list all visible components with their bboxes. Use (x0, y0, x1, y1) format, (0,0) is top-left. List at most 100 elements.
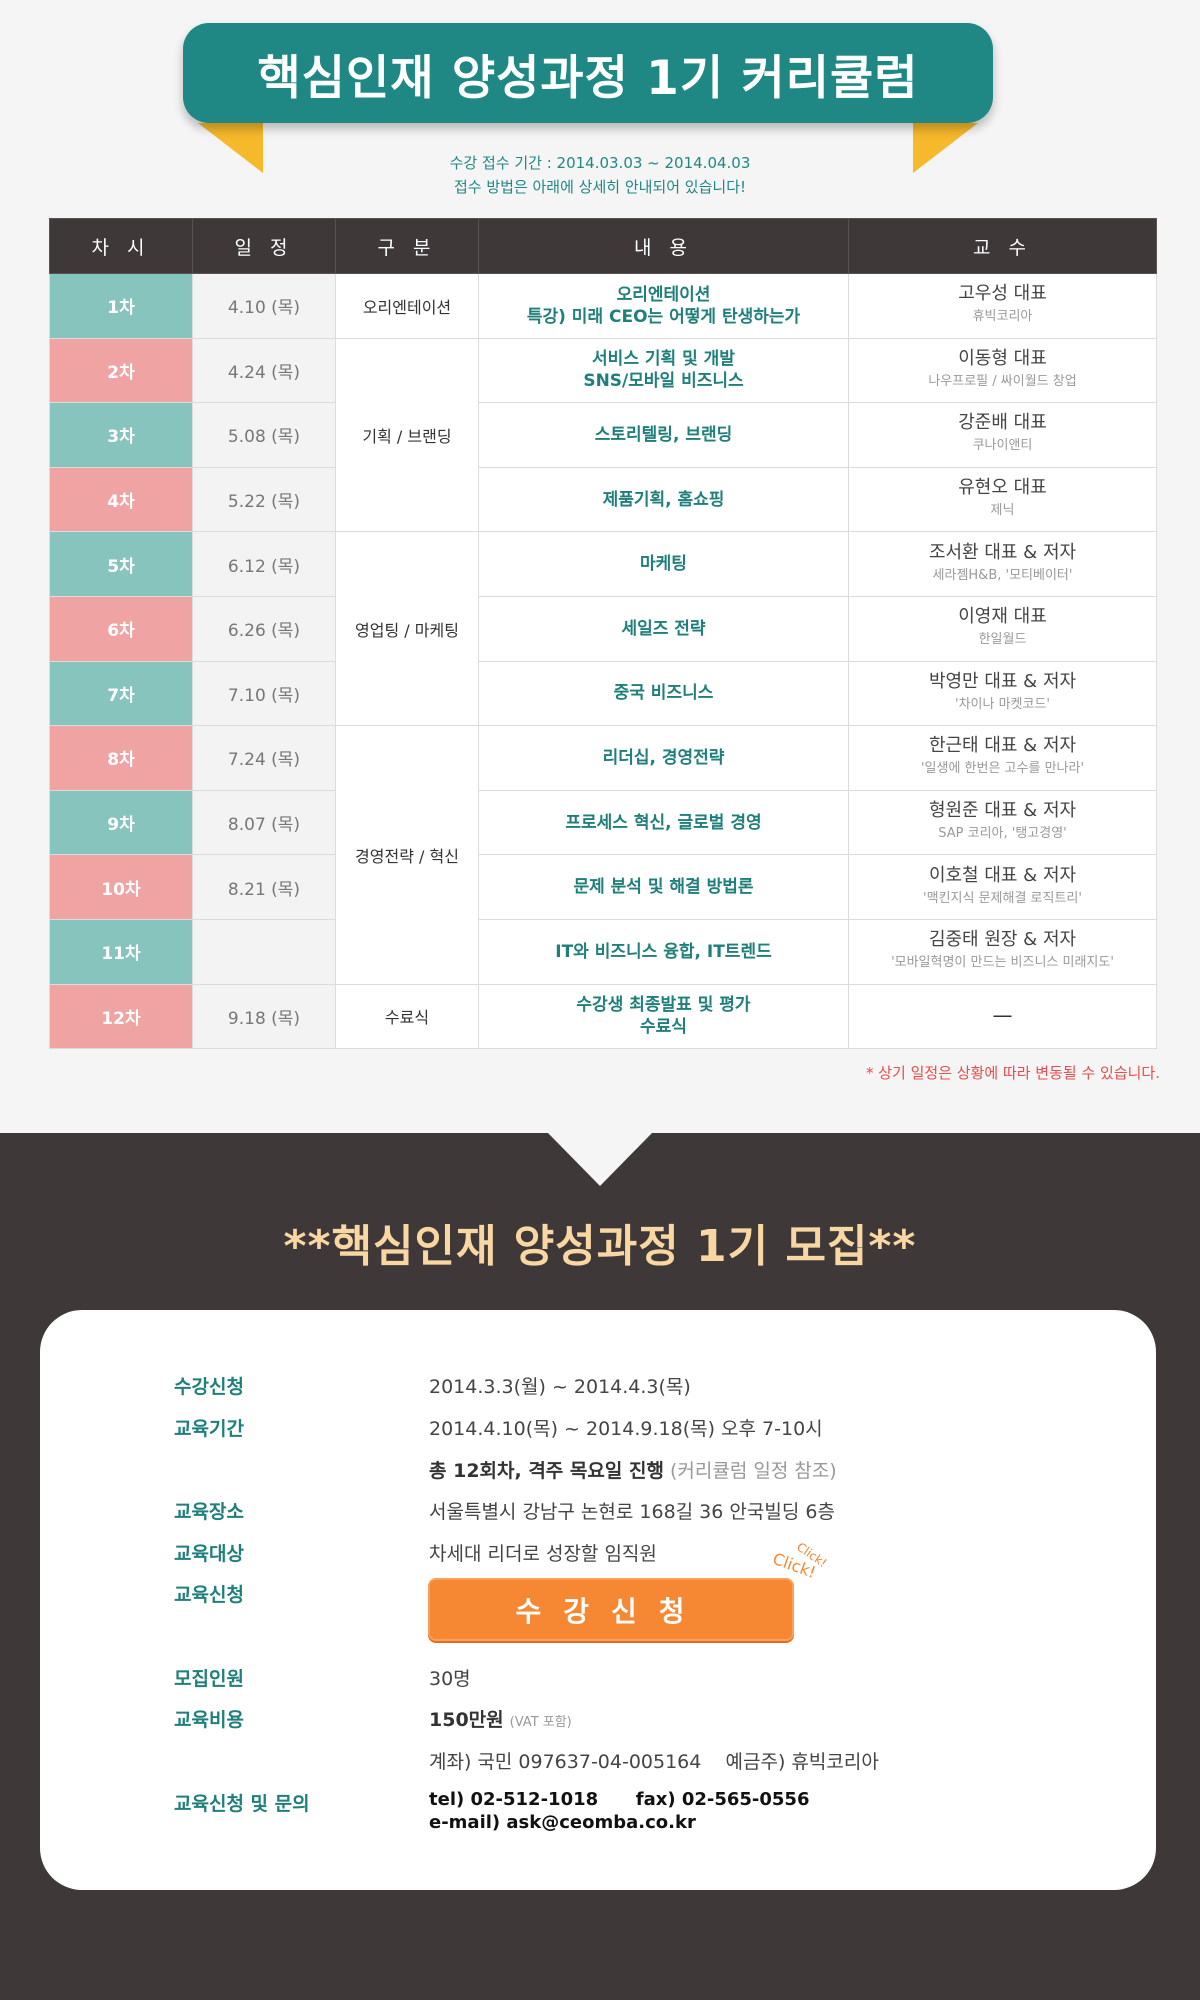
table-row: 1차 4.10 (목) 오리엔테이션 오리엔테이션 특강) 미래 CEO는 어떻게… (49, 273, 1157, 339)
table-row: 2차 4.24 (목) 기획 / 브랜딩 서비스 기획 및 개발 SNS/모바일 … (49, 337, 1157, 533)
session-professor: 형원준 대표 & 저자 SAP 코리아, '탱고경영' (848, 789, 1157, 856)
session-category: 오리엔테이션 (335, 273, 479, 339)
account-value: 계좌) 국민 097637-04-005164 예금주) 휴빅코리아 (429, 1751, 879, 1773)
header-session: 차 시 (49, 218, 193, 274)
session-content: 스토리텔링, 브랜딩 (478, 402, 849, 468)
session-num: 12차 (49, 983, 193, 1050)
session-professor: 이호철 대표 & 저자 '맥킨지식 문제해결 로직트리' (848, 854, 1157, 920)
session-professor: 이영재 대표 한일월드 (848, 595, 1157, 662)
session-professor: 한근태 대표 & 저자 '일생에 한번은 고수를 만나라' (848, 725, 1157, 791)
contact-email[interactable]: e-mail) ask@ceomba.co.kr (429, 1812, 696, 1833)
sessions-value: 총 12회차, 격주 목요일 진행 (커리큘럼 일정 참조) (429, 1460, 837, 1482)
session-date: 9.18 (목) (192, 983, 336, 1050)
session-content: 문제 분석 및 해결 방법론 (478, 854, 849, 920)
session-professor: 이동형 대표 나우프로필 / 싸이월드 창업 (848, 337, 1157, 404)
session-num: 1차 (49, 273, 193, 339)
place-label: 교육장소 (174, 1501, 244, 1523)
session-date: 8.07 (목) (192, 789, 336, 856)
curriculum-table: 차 시 일 정 구 분 내 용 교 수 1차 4.10 (목) 오리엔테이션 오… (49, 218, 1157, 1050)
session-date: 5.22 (목) (192, 466, 336, 533)
session-professor: 박영만 대표 & 저자 '차이나 마켓코드' (848, 660, 1157, 727)
contact-phone-fax: tel) 02-512-1018 fax) 02-565-0556 (429, 1789, 810, 1810)
table-row: 6차 6.26 (목) 세일즈 전략 이영재 대표 한일월드 (49, 595, 1157, 662)
session-category: 영업팅 / 마케팅 (335, 531, 479, 727)
fee-label: 교육비용 (174, 1709, 244, 1731)
header-category: 구 분 (335, 218, 479, 274)
session-date: 6.12 (목) (192, 531, 336, 597)
schedule-notice: * 상기 일정은 상황에 따라 변동될 수 있습니다. (865, 1064, 1160, 1082)
title-banner: 핵심인재 양성과정 1기 커리큘럼 (183, 23, 993, 173)
session-num: 7차 (49, 660, 193, 727)
session-num: 6차 (49, 595, 193, 662)
apply-button[interactable]: 수강신청 (428, 1578, 794, 1641)
ribbon-fold-right (913, 123, 978, 173)
session-date: 4.24 (목) (192, 337, 336, 404)
fee-value: 150만원 (VAT 포함) (429, 1709, 572, 1731)
header-professor: 교 수 (848, 218, 1157, 274)
signup-label: 교육신청 (174, 1584, 244, 1606)
session-date (192, 918, 336, 985)
session-content: 세일즈 전략 (478, 595, 849, 662)
section-notch (548, 1133, 652, 1186)
session-num: 2차 (49, 337, 193, 404)
table-row: 3차 5.08 (목) 스토리텔링, 브랜딩 강준배 대표 쿠나이앤티 (49, 402, 1157, 468)
session-content: 서비스 기획 및 개발 SNS/모바일 비즈니스 (478, 337, 849, 404)
session-professor: 고우성 대표 휴빅코리아 (848, 273, 1157, 339)
place-value: 서울특별시 강남구 논현로 168길 36 안국빌딩 6층 (429, 1501, 835, 1523)
apply-period-value: 2014.3.3(월) ~ 2014.4.3(목) (429, 1376, 691, 1398)
apply-method-text: 접수 방법은 아래에 상세히 안내되어 있습니다! (453, 178, 747, 196)
capacity-label: 모집인원 (174, 1668, 244, 1690)
session-content: 중국 비즈니스 (478, 660, 849, 727)
session-num: 11차 (49, 918, 193, 985)
apply-period-text: 수강 접수 기간 : 2014.03.03 ~ 2014.04.03 (449, 154, 751, 172)
session-professor: 김중태 원장 & 저자 '모바일혁명이 만드는 비즈니스 미래지도' (848, 918, 1157, 985)
session-category: 수료식 (335, 983, 479, 1050)
session-num: 10차 (49, 854, 193, 920)
session-num: 9차 (49, 789, 193, 856)
table-row: 10차 8.21 (목) 문제 분석 및 해결 방법론 이호철 대표 & 저자 '… (49, 854, 1157, 920)
header-date: 일 정 (192, 218, 336, 274)
table-row: 8차 7.24 (목) 경영전략 / 혁신 리더십, 경영전략 한근태 대표 &… (49, 725, 1157, 985)
table-header-row: 차 시 일 정 구 분 내 용 교 수 (49, 218, 1157, 274)
contact-label: 교육신청 및 문의 (174, 1793, 310, 1815)
session-date: 5.08 (목) (192, 402, 336, 468)
session-content: 제품기획, 홈쇼핑 (478, 466, 849, 533)
session-num: 4차 (49, 466, 193, 533)
session-content: IT와 비즈니스 융합, IT트렌드 (478, 918, 849, 985)
capacity-value: 30명 (429, 1668, 471, 1690)
session-content: 마케팅 (478, 531, 849, 597)
session-date: 4.10 (목) (192, 273, 336, 339)
target-label: 교육대상 (174, 1543, 244, 1565)
table-row: 4차 5.22 (목) 제품기획, 홈쇼핑 유현오 대표 제닉 (49, 466, 1157, 533)
session-num: 5차 (49, 531, 193, 597)
session-professor: 조서환 대표 & 저자 세라젬H&B, '모티베이터' (848, 531, 1157, 597)
session-num: 8차 (49, 725, 193, 791)
session-content: 수강생 최종발표 및 평가 수료식 (478, 983, 849, 1050)
table-row: 5차 6.12 (목) 영업팅 / 마케팅 마케팅 조서환 대표 & 저자 세라젬… (49, 531, 1157, 727)
ribbon-fold-left (198, 123, 263, 173)
table-row: 11차 IT와 비즈니스 융합, IT트렌드 김중태 원장 & 저자 '모바일혁명… (49, 918, 1157, 985)
table-row: 12차 9.18 (목) 수료식 수강생 최종발표 및 평가 수료식 — (49, 983, 1157, 1050)
target-value: 차세대 리더로 성장할 임직원 (429, 1543, 657, 1565)
edu-period-value: 2014.4.10(목) ~ 2014.9.18(목) 오후 7-10시 (429, 1418, 823, 1440)
session-content: 오리엔테이션 특강) 미래 CEO는 어떻게 탄생하는가 (478, 273, 849, 339)
apply-period-label: 수강신청 (174, 1376, 244, 1398)
page-title: 핵심인재 양성과정 1기 커리큘럼 (183, 23, 993, 123)
session-category: 기획 / 브랜딩 (335, 337, 479, 533)
session-num: 3차 (49, 402, 193, 468)
session-content: 리더십, 경영전략 (478, 725, 849, 791)
session-professor: 유현오 대표 제닉 (848, 466, 1157, 533)
session-date: 7.10 (목) (192, 660, 336, 727)
session-date: 8.21 (목) (192, 854, 336, 920)
session-content: 프로세스 혁신, 글로벌 경영 (478, 789, 849, 856)
table-row: 9차 8.07 (목) 프로세스 혁신, 글로벌 경영 형원준 대표 & 저자 S… (49, 789, 1157, 856)
session-category: 경영전략 / 혁신 (335, 725, 479, 985)
session-date: 6.26 (목) (192, 595, 336, 662)
session-professor: — (848, 983, 1157, 1050)
session-date: 7.24 (목) (192, 725, 336, 791)
table-row: 7차 7.10 (목) 중국 비즈니스 박영만 대표 & 저자 '차이나 마켓코드… (49, 660, 1157, 727)
session-professor: 강준배 대표 쿠나이앤티 (848, 402, 1157, 468)
recruit-title: **핵심인재 양성과정 1기 모집** (283, 1221, 917, 1272)
header-content: 내 용 (478, 218, 849, 274)
edu-period-label: 교육기간 (174, 1418, 244, 1440)
